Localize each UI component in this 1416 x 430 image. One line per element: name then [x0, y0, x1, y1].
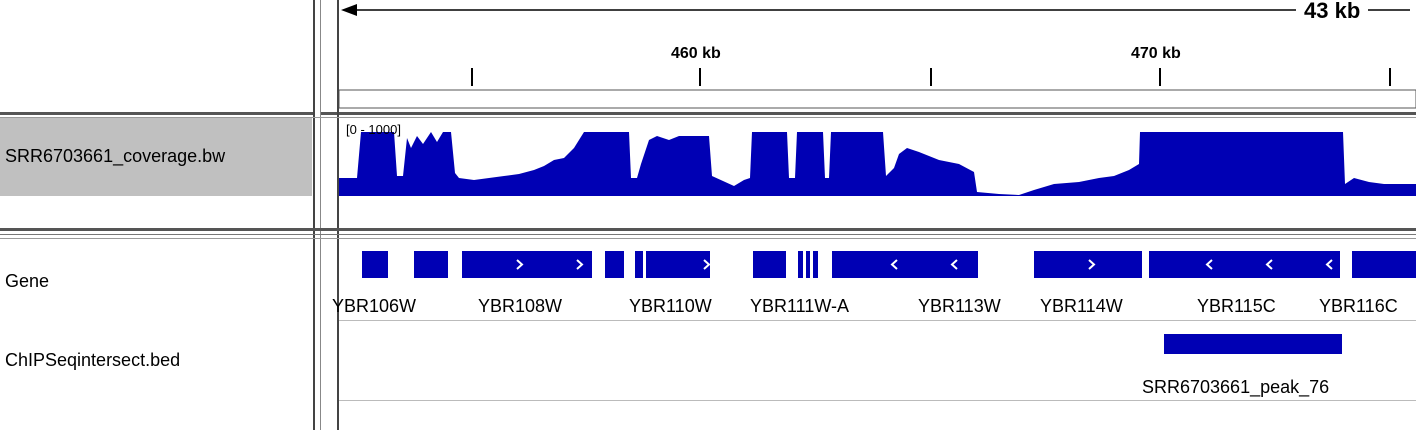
peak-label: SRR6703661_peak_76	[1142, 377, 1330, 397]
gene-feature[interactable]	[813, 251, 818, 278]
gene-feature[interactable]	[646, 251, 710, 278]
data-panel-divider[interactable]	[337, 0, 339, 430]
ruler-tick-label: 460 kb	[671, 45, 721, 62]
gene-feature[interactable]	[798, 251, 803, 278]
coverage-data-range: [0 - 1000]	[346, 122, 401, 137]
data-panel-separator-inner	[0, 234, 1416, 235]
gene-feature[interactable]	[1149, 251, 1340, 278]
ruler[interactable]	[339, 0, 1416, 112]
name-panel-divider[interactable]	[313, 0, 315, 430]
gene-label: YBR111W-A	[750, 296, 850, 316]
gene-label: YBR116C	[1319, 296, 1398, 316]
peak-feature[interactable]	[1164, 334, 1342, 354]
gene-feature[interactable]	[362, 251, 388, 278]
ruler-tick-label: 470 kb	[1131, 45, 1181, 62]
header-separator-right	[339, 112, 1416, 115]
coverage-track-name-row[interactable]: SRR6703661_coverage.bw	[0, 118, 312, 196]
span-arrow-left-icon	[341, 4, 357, 16]
gene-feature[interactable]	[462, 251, 592, 278]
strand-reverse-icon	[890, 259, 898, 270]
header-separator-inner	[0, 117, 1416, 118]
gene-label: YBR114W	[1040, 296, 1123, 316]
coverage-track-name: SRR6703661_coverage.bw	[5, 146, 226, 166]
gene-feature[interactable]	[832, 251, 978, 278]
attribute-panel-divider	[320, 0, 321, 430]
ruler-baseline-box	[339, 89, 1416, 109]
bed-features	[1164, 334, 1342, 354]
strand-reverse-icon	[1205, 259, 1213, 270]
track-name-panel	[0, 0, 313, 430]
gene-feature[interactable]	[753, 251, 786, 278]
bed-track-bottom-line	[339, 400, 1416, 401]
gene-track[interactable]: YBR106W YBR108W YBR110W YBR111W-A YBR113…	[332, 240, 1416, 320]
strand-reverse-icon	[1325, 259, 1333, 270]
gene-feature[interactable]	[1352, 251, 1416, 278]
data-panel-separator-inner-2	[0, 238, 1416, 239]
strand-reverse-icon	[1265, 259, 1273, 270]
gene-feature[interactable]	[414, 251, 448, 278]
gene-label: YBR115C	[1197, 296, 1276, 316]
coverage-plot	[339, 132, 1416, 196]
gene-track-name[interactable]: Gene	[5, 271, 50, 291]
strand-forward-icon	[1088, 259, 1096, 270]
gene-track-bottom-line	[339, 320, 1416, 321]
data-panel-separator[interactable]	[0, 228, 1416, 231]
strand-forward-icon	[576, 259, 584, 270]
gene-features	[362, 251, 1416, 278]
strand-forward-icon	[516, 259, 524, 270]
gene-label: YBR113W	[918, 296, 1001, 316]
bed-track-name[interactable]: ChIPSeqintersect.bed	[5, 350, 181, 370]
header-separator-left	[0, 112, 313, 115]
strand-forward-icon	[703, 259, 711, 270]
gene-feature[interactable]	[605, 251, 624, 278]
coverage-track[interactable]: [0 - 1000]	[339, 118, 1416, 228]
gene-label: YBR110W	[629, 296, 712, 316]
coverage-area	[339, 132, 1416, 196]
bed-track[interactable]: SRR6703661_peak_76	[339, 321, 1416, 401]
header-separator-mid	[321, 112, 337, 115]
gene-feature[interactable]	[806, 251, 810, 278]
span-label: 43 kb	[1296, 0, 1369, 24]
gene-feature[interactable]	[1034, 251, 1142, 278]
gene-feature[interactable]	[635, 251, 643, 278]
strand-reverse-icon	[950, 259, 958, 270]
gene-label: YBR108W	[478, 296, 563, 316]
gene-label: YBR106W	[332, 296, 417, 316]
